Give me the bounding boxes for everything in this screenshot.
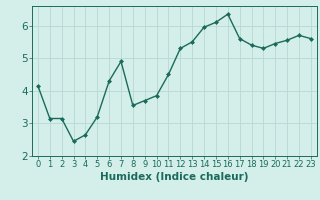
X-axis label: Humidex (Indice chaleur): Humidex (Indice chaleur) [100,172,249,182]
